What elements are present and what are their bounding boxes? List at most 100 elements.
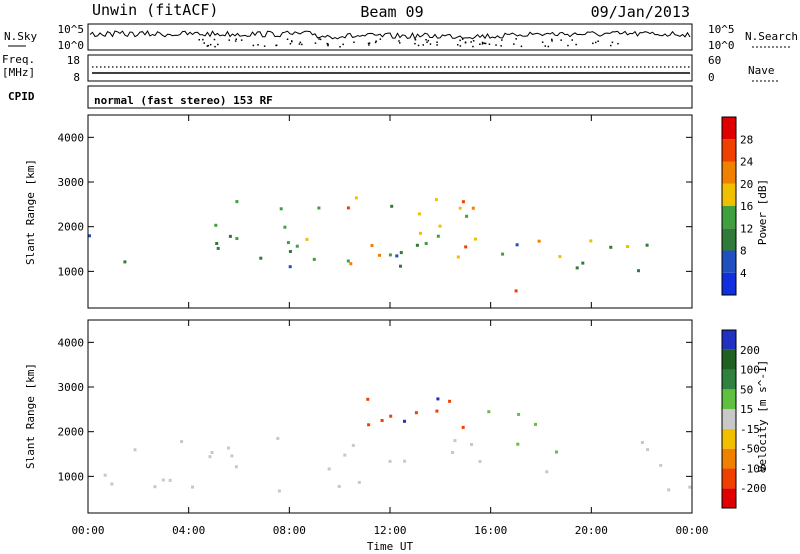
nsearch-dot <box>464 41 467 43</box>
heatmap-cell <box>103 473 107 477</box>
nsearch-dot <box>436 44 438 46</box>
nsearch-dot <box>472 45 474 48</box>
x-tick-label: 00:00 <box>71 524 104 537</box>
nsearch-tick-low: 10^0 <box>708 39 735 52</box>
colorbar-segment <box>722 330 736 350</box>
nsearch-dot <box>367 42 370 45</box>
heatmap-cell <box>478 460 482 463</box>
heatmap-cell <box>305 237 309 241</box>
x-tick-label: 16:00 <box>474 524 507 537</box>
heatmap-cell <box>453 439 457 443</box>
freq-panel-frame <box>87 54 693 82</box>
nsearch-dot <box>592 42 594 45</box>
y-tick-label: 4000 <box>58 131 85 144</box>
freq-label-line2: [MHz] <box>2 66 35 79</box>
heatmap-cell <box>403 459 407 463</box>
nsearch-dot <box>414 42 416 45</box>
heatmap-cell <box>286 241 290 245</box>
colorbar-tick-label: 12 <box>740 222 753 235</box>
nsearch-dot <box>426 41 428 43</box>
y-tick-label: 3000 <box>58 176 85 189</box>
heatmap-cell <box>214 223 218 227</box>
heatmap-cell <box>343 453 347 457</box>
x-axis-label: Time UT <box>367 540 414 553</box>
heatmap-cell <box>153 485 157 489</box>
nsky-line <box>89 30 691 41</box>
nsearch-dot <box>342 43 344 46</box>
nsearch-dot <box>291 40 293 43</box>
nsearch-dot <box>483 42 485 44</box>
heatmap-cell <box>349 262 353 266</box>
heatmap-cell <box>216 246 220 250</box>
nsearch-dot <box>488 43 491 45</box>
power-panel-frame <box>87 114 693 309</box>
heatmap-cell <box>403 419 406 423</box>
colorbar-segment <box>722 139 736 162</box>
nsearch-dot <box>203 42 205 44</box>
heatmap-cell <box>370 244 374 247</box>
power-heatmap <box>88 196 649 293</box>
nsearch-dot <box>610 44 612 47</box>
heatmap-cell <box>645 243 649 247</box>
y-tick-label: 2000 <box>58 221 85 234</box>
nsearch-dot <box>495 44 497 46</box>
nsearch-dot <box>459 45 462 47</box>
heatmap-cell <box>235 237 239 240</box>
heatmap-cell <box>288 250 292 253</box>
heatmap-cell <box>434 198 438 202</box>
heatmap-cell <box>357 480 361 484</box>
heatmap-cell <box>276 436 280 440</box>
nsearch-dot <box>479 43 481 45</box>
nsearch-dot <box>481 41 484 44</box>
nsearch-dot <box>275 44 277 47</box>
heatmap-cell <box>448 399 452 403</box>
x-tick-label: 00:00 <box>675 524 708 537</box>
nsearch-dot <box>327 44 329 47</box>
heatmap-cell <box>558 255 562 259</box>
heatmap-cell <box>436 234 440 238</box>
nsearch-dot <box>206 45 209 47</box>
nsearch-dot <box>547 45 550 48</box>
nave-tick-high: 60 <box>708 54 721 67</box>
nsearch-dot <box>575 43 577 46</box>
power-colorbar-label: Power [dB] <box>756 179 769 245</box>
colorbar-segment <box>722 409 736 429</box>
nsearch-dot <box>417 44 420 47</box>
heatmap-cell <box>589 239 593 243</box>
heatmap-cell <box>575 266 579 270</box>
nsearch-dot <box>470 41 472 43</box>
heatmap-cell <box>208 455 212 459</box>
heatmap-cell <box>215 242 219 245</box>
heatmap-cell <box>388 459 392 463</box>
y-tick-label: 4000 <box>58 336 85 349</box>
nsearch-dot <box>327 44 329 46</box>
heatmap-cell <box>667 488 671 492</box>
colorbar-tick-label: 4 <box>740 267 747 280</box>
heatmap-cell <box>458 206 462 210</box>
heatmap-cell <box>471 206 475 210</box>
x-tick-labels: 00:00 04:00 08:00 12:00 16:00 20:00 00:00 <box>71 524 708 537</box>
heatmap-cell <box>283 225 287 229</box>
nsearch-dot <box>257 44 259 46</box>
colorbar-frame <box>721 329 737 509</box>
y-tick-label: 3000 <box>58 381 85 394</box>
colorbar-tick-label: 15 <box>740 403 753 416</box>
nsearch-dot <box>481 43 484 45</box>
nsearch-dot <box>319 38 322 41</box>
heatmap-cell <box>461 200 465 204</box>
nsearch-dot <box>298 43 301 45</box>
station-title: Unwin (fitACF) <box>92 1 218 19</box>
heatmap-cell <box>537 239 541 243</box>
heatmap-cell <box>389 414 393 418</box>
velocity-ylabel: Slant Range [km] <box>24 363 37 469</box>
nsearch-dot <box>597 40 599 42</box>
heatmap-cell <box>514 289 518 293</box>
nsearch-dot <box>213 38 216 41</box>
nsearch-dot <box>461 38 464 40</box>
y-tick-label: 2000 <box>58 426 85 439</box>
x-tick-label: 04:00 <box>172 524 205 537</box>
nave-label: Nave <box>748 64 775 77</box>
heatmap-cell <box>637 269 640 273</box>
cpid-label: CPID <box>8 90 35 103</box>
